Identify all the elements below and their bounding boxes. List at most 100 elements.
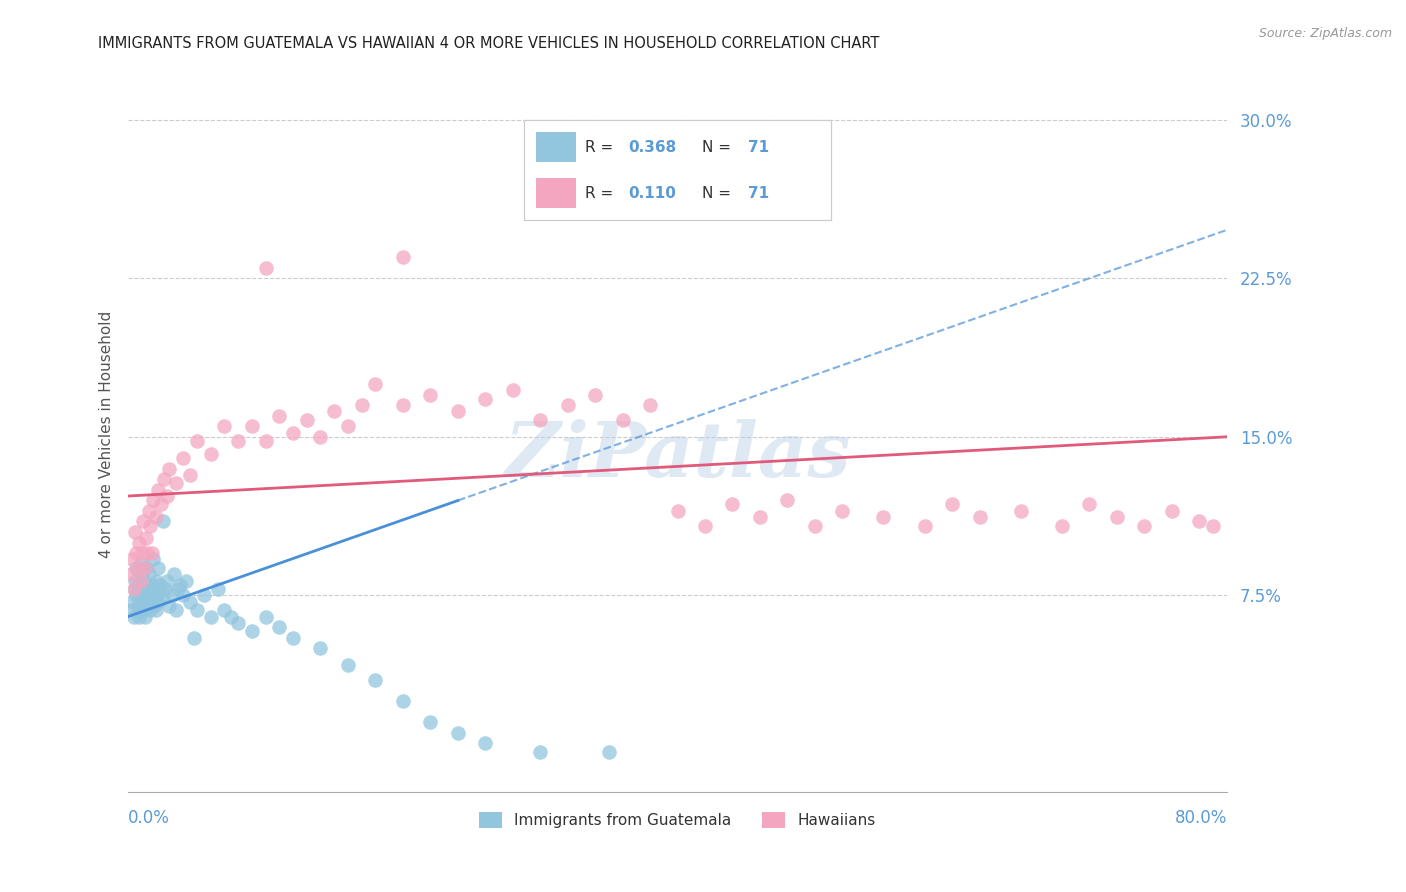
Point [1105,510,1128,524]
Point [165,476,187,491]
Point [135,561,157,575]
Point [160,588,183,602]
Point [226,434,249,448]
Point [529,745,551,759]
Point [142,578,165,592]
Point [131,546,153,560]
Point [502,384,524,398]
Point [145,603,167,617]
Point [146,588,169,602]
Point [350,398,373,412]
Point [145,510,167,524]
Point [174,574,197,588]
Point [447,404,470,418]
Point [186,603,208,617]
Point [941,498,963,512]
Point [969,510,991,524]
Point [129,557,152,571]
Point [474,392,496,406]
Point [149,578,172,592]
Point [240,419,263,434]
Point [124,524,146,539]
Point [139,582,162,596]
Point [172,450,194,465]
Point [152,514,174,528]
Point [166,582,188,596]
Point [214,419,236,434]
Point [200,609,222,624]
Text: Source: ZipAtlas.com: Source: ZipAtlas.com [1258,27,1392,40]
Point [142,493,165,508]
Point [309,430,332,444]
Point [127,599,149,613]
Point [254,609,277,624]
Point [128,578,150,592]
Point [638,398,661,412]
Point [132,514,155,528]
Point [132,574,155,588]
Point [138,595,160,609]
Point [281,631,304,645]
Point [336,419,359,434]
Point [172,588,194,602]
Text: IMMIGRANTS FROM GUATEMALA VS HAWAIIAN 4 OR MORE VEHICLES IN HOUSEHOLD CORRELATIO: IMMIGRANTS FROM GUATEMALA VS HAWAIIAN 4 … [98,36,880,51]
Point [392,398,415,412]
Point [127,561,149,575]
Point [193,588,215,602]
Point [124,574,146,588]
Point [135,595,157,609]
Point [309,641,332,656]
Point [156,489,179,503]
Point [693,518,716,533]
Point [269,620,291,634]
Point [364,376,387,391]
Point [183,631,205,645]
Text: 0.0%: 0.0% [128,809,170,827]
Point [121,595,143,609]
Point [1188,514,1211,528]
Point [120,567,142,582]
Point [165,603,187,617]
Point [240,624,263,639]
Point [121,552,143,566]
Point [122,609,145,624]
Point [336,658,359,673]
Point [914,518,936,533]
Point [128,609,150,624]
Point [1133,518,1156,533]
Point [226,615,249,630]
Point [148,595,170,609]
Point [1050,518,1073,533]
Point [134,582,156,596]
Point [529,413,551,427]
Point [131,599,153,613]
Point [138,567,160,582]
Point [1010,504,1032,518]
Point [148,483,170,497]
Point [474,736,496,750]
Point [200,447,222,461]
Point [1202,518,1225,533]
Point [159,461,181,475]
Point [142,552,165,566]
Point [364,673,387,687]
Point [122,582,145,596]
Point [748,510,770,524]
Point [254,434,277,448]
Point [872,510,894,524]
Point [207,582,229,596]
Point [162,567,184,582]
Point [128,535,150,549]
Point [150,498,173,512]
Point [804,518,827,533]
Point [131,588,153,602]
Point [323,404,346,418]
Point [120,603,142,617]
Point [776,493,799,508]
Point [281,425,304,440]
Point [666,504,689,518]
Point [141,546,163,560]
Text: ZiPatlas: ZiPatlas [505,419,851,493]
Text: 80.0%: 80.0% [1174,809,1227,827]
Point [139,518,162,533]
